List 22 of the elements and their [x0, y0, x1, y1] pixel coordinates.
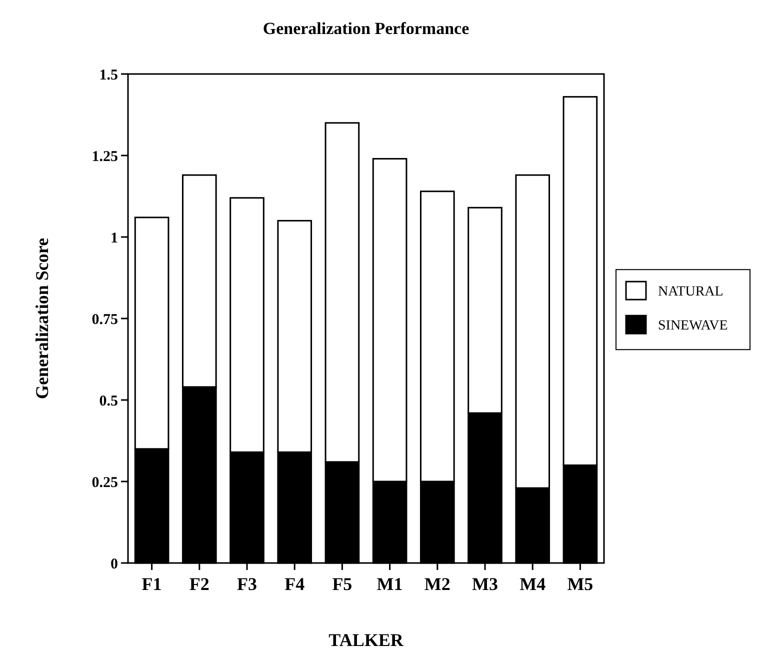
x-tick-label: F4	[284, 574, 305, 594]
y-axis-title: Generalization Score	[32, 238, 52, 400]
x-tick-label: M2	[424, 574, 450, 594]
x-tick-label: F5	[332, 574, 352, 594]
y-tick-label: 1	[110, 230, 118, 246]
y-tick-label: 0	[110, 556, 118, 572]
y-tick-label: 0.25	[92, 474, 118, 491]
y-tick-label: 0.5	[99, 393, 118, 410]
x-tick-label: M1	[376, 574, 403, 594]
x-tick-label: M4	[520, 574, 546, 594]
y-tick-label: 1.25	[92, 148, 118, 165]
legend-label: SINEWAVE	[658, 318, 728, 334]
legend-label: NATURAL	[658, 284, 724, 300]
x-tick-label: F1	[142, 574, 162, 594]
x-tick-label: F3	[237, 574, 257, 594]
x-tick-label: F2	[189, 574, 210, 594]
y-tick-label: 0.75	[92, 312, 118, 328]
y-tick-label: 1.5	[99, 67, 118, 84]
x-tick-label: M3	[472, 574, 498, 594]
chart-title: Generalization Performance	[262, 19, 470, 38]
x-tick-label: M5	[567, 574, 594, 594]
x-axis-title: TALKER	[328, 630, 404, 650]
